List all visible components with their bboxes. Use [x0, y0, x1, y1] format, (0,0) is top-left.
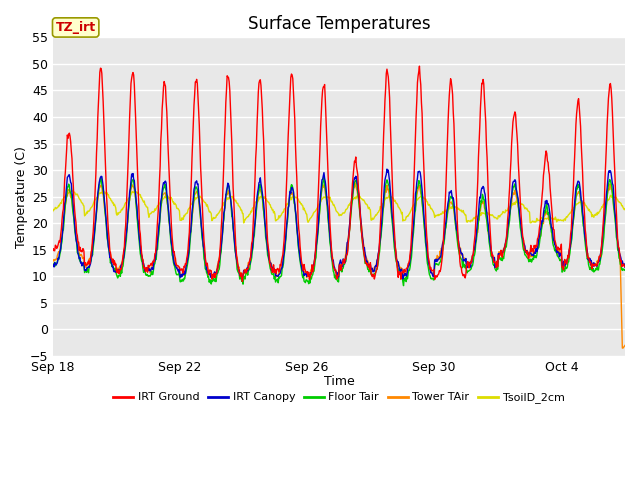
Text: TZ_irt: TZ_irt: [56, 21, 96, 34]
X-axis label: Time: Time: [323, 375, 355, 388]
Y-axis label: Temperature (C): Temperature (C): [15, 146, 28, 248]
Title: Surface Temperatures: Surface Temperatures: [248, 15, 430, 33]
Legend: IRT Ground, IRT Canopy, Floor Tair, Tower TAir, TsoilD_2cm: IRT Ground, IRT Canopy, Floor Tair, Towe…: [109, 388, 569, 408]
